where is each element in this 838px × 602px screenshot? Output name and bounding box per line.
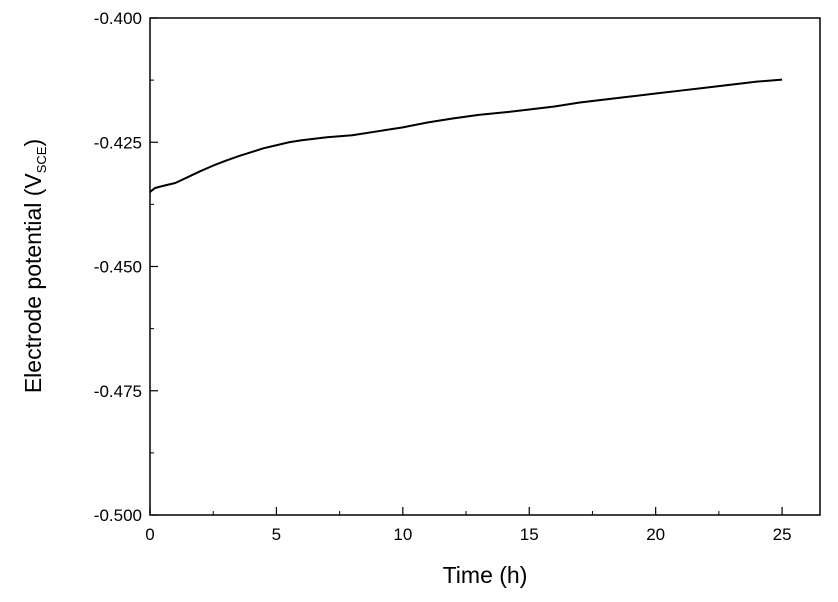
y-tick-label--0.475: -0.475 [94, 382, 142, 401]
x-tick-label-15: 15 [520, 525, 539, 544]
y-tick-label--0.425: -0.425 [94, 133, 142, 152]
y-tick-label--0.400: -0.400 [94, 9, 142, 28]
x-tick-label-20: 20 [646, 525, 665, 544]
y-axis-title-close: ) [20, 139, 46, 147]
x-axis-ticks: 0 5 10 15 20 25 [145, 507, 792, 544]
series-layer [149, 78, 783, 193]
plot-frame [149, 17, 821, 516]
y-axis-title: Electrode potential (VSCE) [20, 139, 49, 393]
x-tick-label-25: 25 [773, 525, 792, 544]
y-axis-title-main: Electrode potential (V [20, 173, 46, 394]
series-line-0 [149, 78, 783, 193]
x-tick-label-10: 10 [393, 525, 412, 544]
y-axis-ticks: -0.500 -0.475 -0.450 -0.425 -0.400 [94, 9, 158, 525]
x-axis-title: Time (h) [443, 562, 528, 588]
y-tick-label--0.500: -0.500 [94, 506, 142, 525]
y-tick-label--0.450: -0.450 [94, 258, 142, 277]
x-tick-label-0: 0 [145, 525, 154, 544]
x-tick-label-5: 5 [272, 525, 281, 544]
y-axis-title-subscript: SCE [34, 146, 49, 173]
